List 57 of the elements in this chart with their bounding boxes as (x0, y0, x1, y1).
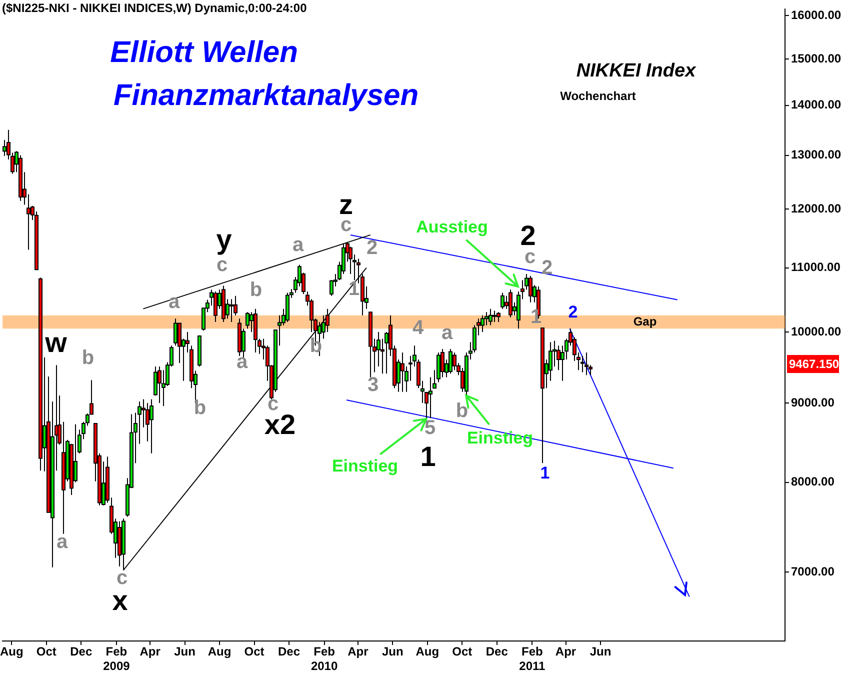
annotation: 1 (420, 441, 436, 472)
annotation: 2 (541, 257, 553, 279)
annotation: Finanzmarktanalysen (113, 79, 419, 112)
x-tick-label: Dec (70, 644, 92, 659)
y-tick-label: 14000.00 (791, 98, 841, 112)
annotation: b (456, 400, 468, 422)
text: 9467.150 (787, 355, 840, 373)
x-tick-label: Oct (452, 644, 472, 659)
x-tick-label: Dec (278, 644, 300, 659)
annotation: b (82, 347, 94, 369)
x-tick-label: Jun (174, 644, 196, 659)
annotation: 2 (568, 302, 578, 322)
annotation: b (194, 397, 206, 419)
annotation: Einstieg (466, 428, 534, 448)
annotation: a (441, 322, 453, 344)
annotation: y (216, 224, 232, 255)
annotation: a (56, 531, 68, 553)
y-tick-label: 8000.00 (791, 474, 835, 489)
annotation: Einstieg (332, 456, 398, 476)
y-tick-label: 12000.00 (791, 202, 841, 216)
annotation: a (292, 234, 304, 256)
annotation: 1 (348, 278, 360, 300)
annotation: 2 (366, 237, 378, 259)
annotation: 5 (424, 417, 436, 439)
y-tick-label: 9000.00 (791, 395, 835, 410)
y-tick-label: 7000.00 (791, 564, 835, 578)
x-tick-label: Aug (416, 644, 440, 659)
annotation: a (236, 351, 248, 373)
y-tick-label: 16000.00 (791, 8, 841, 22)
annotation: Elliott Wellen (110, 36, 298, 69)
y-tick-label: 13000.00 (791, 148, 841, 162)
annotation: w (45, 327, 67, 358)
band-label: Gap (633, 314, 657, 328)
x-tick-label: Apr (140, 644, 161, 659)
annotation: NIKKEI Index (576, 60, 696, 82)
annotation: 3 (367, 374, 379, 396)
y-tick-label: 11000.00 (791, 260, 841, 274)
y-tick-label: 15000.00 (791, 51, 841, 66)
x-tick-label: Aug (208, 644, 232, 659)
annotation: c (216, 254, 228, 276)
chart-title: ($NI225-NKI - NIKKEI INDICES,W) Dynamic,0:00-24:00 (2, 1, 307, 15)
annotation: 1 (540, 464, 550, 482)
x-tick-label: Jun (590, 644, 612, 659)
annotation: Wochenchart (560, 89, 636, 103)
x-tick-label: Feb 2011 (519, 644, 546, 673)
annotation: Ausstieg (416, 218, 488, 236)
x-tick-label: Feb 2009 (103, 644, 130, 673)
x-tick-label: Oct (36, 644, 56, 659)
x-tick-label: Dec (486, 644, 508, 659)
x-tick-label: Feb 2010 (310, 644, 338, 673)
y-tick-label: 10000.00 (791, 324, 841, 338)
x-tick-label: Oct (244, 644, 264, 659)
x-tick-label: Jun (382, 644, 404, 659)
x-tick-label: Apr (348, 644, 369, 659)
x-tick-label: Aug (0, 644, 24, 659)
annotation: b (250, 279, 262, 301)
x-tick-label: Apr (555, 644, 576, 659)
